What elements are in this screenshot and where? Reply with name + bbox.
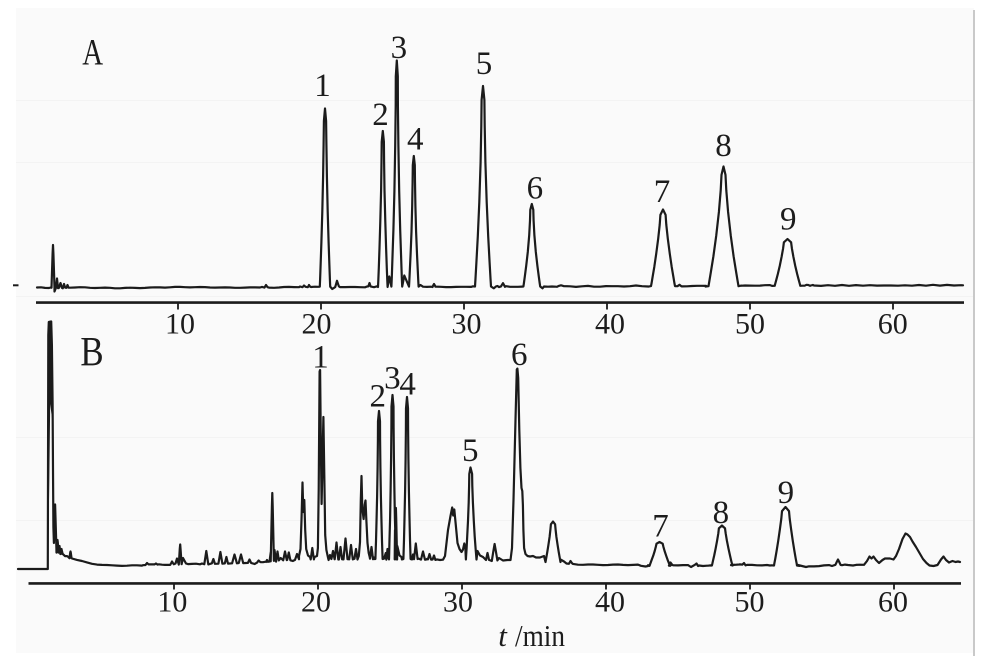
svg-text:50: 50 — [735, 308, 765, 341]
svg-text:6: 6 — [527, 171, 544, 207]
svg-text:2: 2 — [370, 379, 387, 415]
svg-text:7: 7 — [652, 509, 669, 545]
svg-text:10: 10 — [165, 308, 195, 341]
svg-text:4: 4 — [399, 367, 416, 403]
svg-text:10: 10 — [157, 586, 187, 619]
svg-text:7: 7 — [654, 174, 671, 210]
svg-text:4: 4 — [407, 122, 424, 158]
svg-text:20: 20 — [301, 586, 331, 619]
svg-text:5: 5 — [476, 46, 493, 82]
svg-text:30: 30 — [443, 586, 473, 619]
svg-text:A: A — [82, 32, 103, 73]
svg-text:2: 2 — [372, 97, 389, 133]
svg-text:9: 9 — [778, 475, 795, 511]
svg-text:60: 60 — [878, 586, 908, 619]
svg-text:/min: /min — [515, 619, 565, 653]
svg-text:6: 6 — [511, 337, 528, 373]
svg-text:60: 60 — [878, 308, 908, 341]
svg-text:8: 8 — [713, 495, 730, 531]
svg-text:5: 5 — [462, 433, 479, 469]
svg-text:1: 1 — [312, 340, 329, 376]
svg-text:8: 8 — [715, 128, 732, 164]
svg-text:40: 40 — [595, 586, 625, 619]
svg-text:t: t — [498, 618, 508, 653]
svg-text:50: 50 — [735, 586, 765, 619]
svg-text:1: 1 — [314, 68, 331, 104]
svg-text:20: 20 — [302, 308, 332, 341]
svg-text:30: 30 — [452, 308, 482, 341]
svg-text:40: 40 — [595, 308, 625, 341]
svg-text:3: 3 — [391, 30, 408, 66]
svg-text:B: B — [80, 329, 103, 374]
svg-text:9: 9 — [780, 202, 797, 238]
svg-text:3: 3 — [384, 361, 401, 397]
